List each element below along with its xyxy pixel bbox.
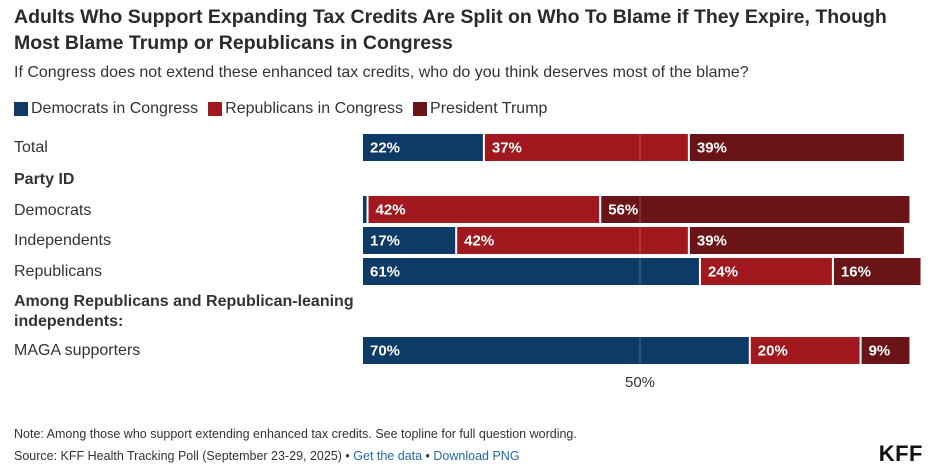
legend-item-trump: President Trump	[413, 100, 547, 118]
legend: Democrats in Congress Republicans in Con…	[14, 100, 557, 118]
bar-value-label: 42%	[376, 202, 406, 219]
bar-value-label: 39%	[697, 140, 727, 157]
chart-title: Adults Who Support Expanding Tax Credits…	[14, 6, 887, 54]
legend-swatch-republicans	[208, 102, 223, 116]
bar-segment-republicans	[368, 196, 600, 223]
row-label-democrats: Democrats	[14, 202, 92, 219]
bar-segment-democrats	[363, 196, 367, 223]
bar-value-label: 22%	[370, 140, 400, 157]
group-heading-republican-leaning: Among Republicans and Republican-leaning…	[14, 293, 354, 330]
bar-segment-trump	[833, 258, 921, 285]
bar-value-label: 56%	[608, 202, 638, 219]
x-tick-label: 50%	[625, 374, 655, 391]
bar-value-label: 70%	[370, 343, 400, 360]
legend-label-republicans: Republicans in Congress	[225, 100, 404, 117]
legend-swatch-trump	[413, 102, 428, 116]
legend-label-trump: President Trump	[430, 100, 548, 117]
bar-value-label: 39%	[697, 233, 727, 250]
row-label-republicans: Republicans	[14, 263, 103, 280]
bar-segment-democrats	[363, 337, 749, 364]
bar-segment-republicans	[700, 258, 832, 285]
source-separator: •	[422, 449, 434, 463]
bar-value-label: 42%	[464, 233, 494, 250]
bar-segment-trump	[689, 134, 904, 161]
bar-segment-democrats	[363, 227, 456, 254]
bar-value-label: 17%	[370, 233, 400, 250]
bar-segment-trump	[601, 196, 910, 223]
bar-value-label: 37%	[492, 140, 522, 157]
bar-value-label: 20%	[758, 343, 788, 360]
get-the-data-link[interactable]: Get the data	[353, 449, 423, 463]
source-text: Source: KFF Health Tracking Poll (Septem…	[14, 449, 354, 463]
download-png-link[interactable]: Download PNG	[433, 449, 520, 463]
kff-logo: KFF	[878, 441, 923, 466]
row-label-maga: MAGA supporters	[14, 342, 141, 359]
bar-value-label: 9%	[869, 343, 891, 360]
source-line: Source: KFF Health Tracking Poll (Septem…	[14, 449, 520, 463]
legend-item-democrats: Democrats in Congress	[14, 100, 198, 118]
bar-segment-republicans	[484, 134, 688, 161]
bar-segment-trump	[861, 337, 910, 364]
bar-segment-democrats	[363, 134, 483, 161]
bar-segment-republicans	[750, 337, 860, 364]
legend-item-republicans: Republicans in Congress	[208, 100, 403, 118]
row-label-total: Total	[14, 139, 48, 156]
legend-swatch-democrats	[14, 102, 28, 116]
bar-segment-republicans	[457, 227, 688, 254]
group-heading-party-id: Party ID	[14, 171, 75, 188]
bar-value-label: 24%	[708, 264, 738, 281]
footnote: Note: Among those who support extending …	[14, 427, 577, 441]
bar-segment-democrats	[363, 258, 699, 285]
bar-value-label: 16%	[841, 264, 871, 281]
row-label-independents: Independents	[14, 232, 111, 249]
chart-subtitle: If Congress does not extend these enhanc…	[14, 64, 749, 81]
bar-value-label: 61%	[370, 264, 400, 281]
legend-label-democrats: Democrats in Congress	[31, 100, 199, 117]
bar-segment-trump	[689, 227, 904, 254]
